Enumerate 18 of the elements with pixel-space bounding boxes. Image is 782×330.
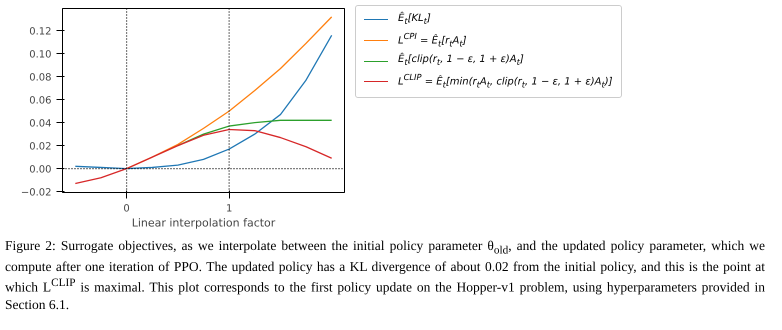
legend-label: Ê$_{t}$[KL$_{t}$] [398,12,431,28]
x-tick-label: 1 [226,204,232,214]
line-series [74,128,332,184]
text: L$^{CLIP}$ = Ê$_{t}$[min(r$_{t}$A$_{t}$, clip(r$_{t}$, 1 − ε, 1 + ε)A$_{t}$)] [398,72,613,90]
caption: Figure 2: Surrogate objectives, as we interpolate between the initial policy parameter θ$_{old}$, and the updated policy parameter, which we compute after one iteration of PPO. The updated policy has a KL divergence of about 0.02 from the initial policy, and this is the point at which L$^{CLIP}$ is maximal. This plot corresponds to the first policy update on the Hopper-v1 problem, using hyperparameters provided in Section 6.1. [5,237,766,314]
y-tick-label: 0.00 [29,164,52,176]
y-tick-label: 0.02 [29,142,52,153]
y-tick-label: 0.06 [29,96,52,107]
x-tick-label: 0 [123,204,130,214]
y-tick-label: 0.04 [29,118,52,130]
text: L$^{CPI}$ = Ê$_{t}$[r$_{t}$A$_{t}$] [398,30,466,48]
y-tick-label: 0.10 [29,50,52,61]
y-tick-label: 0.12 [29,26,52,38]
legend-label: Ê$_{t}$[clip(r$_{t}$, 1 − ε, 1 + ε)A$_{t}$] [398,53,524,69]
y-tick-label: −0.02 [20,188,52,199]
x-axis-title: Linear interpolation factor [132,216,276,230]
line-series [74,34,332,170]
y-tick-label: 0.08 [29,72,52,84]
